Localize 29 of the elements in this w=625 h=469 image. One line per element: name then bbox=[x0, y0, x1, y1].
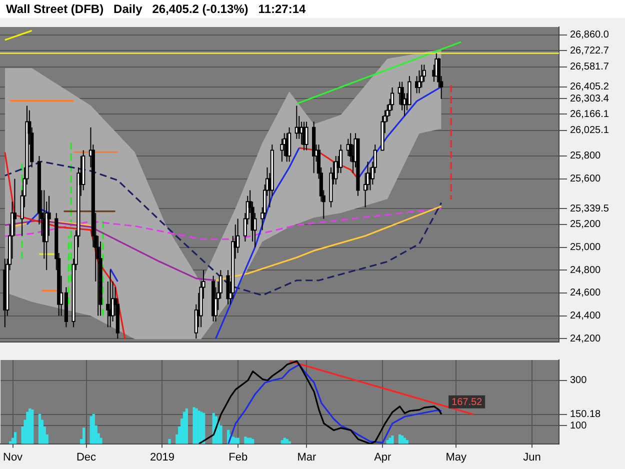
y-tick-label: 26,303.4 bbox=[570, 93, 610, 104]
y-tick-label: 25,339.5 bbox=[570, 203, 610, 214]
y-tick-label: 150.18 bbox=[570, 409, 602, 420]
x-tick-label: Jun bbox=[523, 451, 541, 464]
y-tick-label: 24,200 bbox=[570, 333, 602, 344]
chart-title: Wall Street (DFB) Daily 26,405.2 (-0.13%) 11:27:14 bbox=[0, 0, 625, 18]
y-tick-label: 26,025.1 bbox=[570, 125, 610, 136]
y-tick-label: 26,860.0 bbox=[570, 30, 610, 41]
y-tick-label: 300 bbox=[570, 375, 588, 386]
y-tick-label: 24,600 bbox=[570, 288, 602, 299]
annotation: 167.52 bbox=[452, 397, 483, 408]
y-tick-label: 25,200 bbox=[570, 219, 602, 230]
x-tick-label: May bbox=[446, 451, 468, 464]
x-tick-label: Mar bbox=[297, 451, 317, 464]
y-tick-label: 25,600 bbox=[570, 174, 602, 185]
y-tick-label: 25,000 bbox=[570, 242, 602, 254]
y-tick-label: 26,722.7 bbox=[570, 45, 610, 56]
y-tick-label: 25,800 bbox=[570, 150, 602, 162]
y-tick-label: 26,405.2 bbox=[570, 82, 610, 93]
x-tick-label: Feb bbox=[228, 451, 248, 464]
x-tick-label: Dec bbox=[76, 451, 97, 464]
x-tick-label: Nov bbox=[3, 451, 24, 464]
y-tick-label: 24,400 bbox=[570, 310, 602, 322]
x-tick-label: Apr bbox=[374, 451, 392, 464]
x-tick-label: 2019 bbox=[150, 451, 174, 464]
y-tick-label: 26,166.1 bbox=[570, 108, 610, 120]
y-tick-label: 26,581.7 bbox=[570, 62, 610, 72]
y-tick-label: 24,800 bbox=[570, 264, 602, 276]
y-tick-label: 100 bbox=[570, 420, 588, 432]
